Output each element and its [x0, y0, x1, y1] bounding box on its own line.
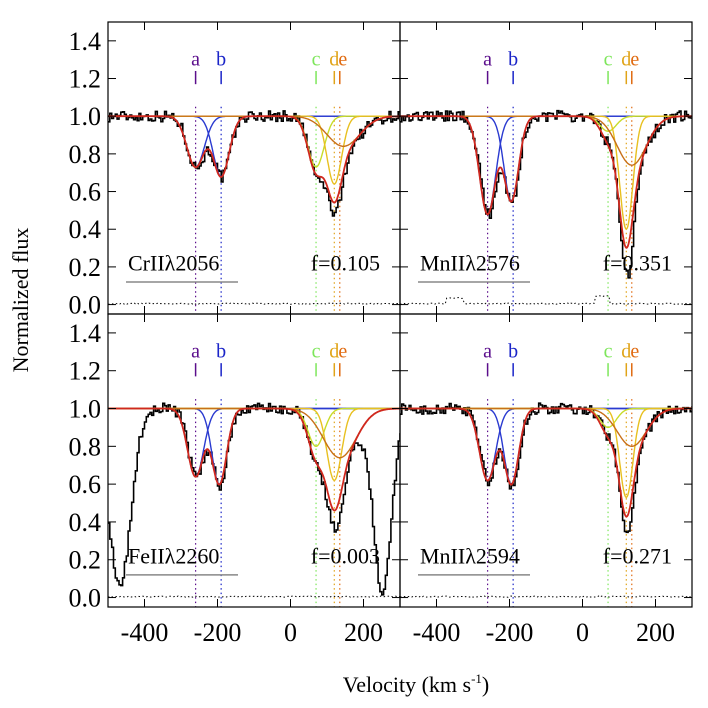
ion-label: MnIIλ2576 — [420, 251, 520, 276]
total-fit — [108, 115, 400, 204]
component-fit-a — [400, 407, 692, 482]
oscillator-strength-label: f=0.271 — [603, 544, 672, 569]
y-tick-label: 0.2 — [69, 546, 102, 575]
observed-spectrum — [108, 110, 400, 217]
panel-1: a b c d e 0.0 0.2 0.4 0.6 0.8 1.0 1.2 1.4 CrIIλ2056 f=… — [69, 21, 401, 320]
x-axis-label-text: Velocity (km s — [343, 672, 471, 697]
observed-spectrum — [400, 402, 692, 534]
y-tick-label: 0.4 — [69, 215, 102, 244]
y-tick-label: 1.2 — [69, 65, 102, 94]
component-label-c: c — [604, 340, 613, 362]
component-label-d: d — [329, 340, 339, 362]
component-label-c: c — [604, 48, 613, 70]
oscillator-strength-label: f=0.351 — [603, 251, 672, 276]
component-label-a: a — [191, 340, 200, 362]
component-label-b: b — [216, 340, 226, 362]
ion-label: MnIIλ2594 — [420, 544, 520, 569]
component-label-e: e — [630, 48, 639, 70]
ion-label: CrIIλ2056 — [128, 251, 219, 276]
x-axis-label-close: ) — [482, 672, 489, 697]
component-fit-d — [108, 115, 400, 185]
oscillator-strength-label: f=0.105 — [311, 251, 380, 276]
plot-area — [108, 399, 400, 607]
component-fit-d — [400, 407, 692, 499]
y-tick-label: 0.8 — [69, 432, 102, 461]
component-label-e: e — [338, 48, 347, 70]
y-tick-label: 1.0 — [69, 102, 102, 131]
component-label-b: b — [508, 340, 518, 362]
oscillator-strength-label: f=0.003 — [311, 544, 380, 569]
total-fit — [400, 407, 692, 518]
x-tick-label: 0 — [576, 618, 589, 647]
y-tick-label: 1.4 — [69, 319, 102, 348]
x-axis-label-superscript: -1 — [471, 671, 482, 686]
error-spectrum — [400, 294, 692, 305]
component-label-a: a — [483, 340, 492, 362]
plot-area — [108, 106, 400, 314]
component-fit-c — [108, 115, 400, 168]
x-tick-label: 200 — [636, 618, 675, 647]
panel-frame — [399, 313, 693, 608]
component-fit-a — [400, 115, 692, 216]
y-tick-label: 1.2 — [69, 357, 102, 386]
x-tick-label: -400 — [121, 618, 169, 647]
component-label-c: c — [312, 340, 321, 362]
component-fit-b — [108, 407, 400, 485]
error-spectrum — [400, 595, 692, 598]
y-tick-label: 0.0 — [69, 291, 102, 320]
y-tick-label: 0.6 — [69, 178, 102, 207]
component-fit-b — [108, 115, 400, 178]
y-tick-label: 0.8 — [69, 140, 102, 169]
x-tick-label: -200 — [486, 618, 534, 647]
component-label-d: d — [621, 48, 631, 70]
x-axis-label: Velocity (km s-1) — [343, 671, 490, 697]
x-tick-label: -400 — [413, 618, 461, 647]
component-label-a: a — [483, 48, 492, 70]
ion-label: FeIIλ2260 — [128, 544, 219, 569]
panel-3: a b c d e -400 -200 0 200 0.0 0.2 0.4 0.6 0.8 1.0 1.2 1.… — [69, 313, 401, 647]
component-fit-d — [108, 407, 400, 482]
error-spectrum — [108, 595, 400, 598]
x-tick-label: 0 — [284, 618, 297, 647]
total-fit — [108, 407, 400, 512]
y-axis-label: Normalized flux — [8, 228, 33, 373]
x-tick-label: -200 — [194, 618, 242, 647]
x-tick-label: 200 — [344, 618, 383, 647]
y-tick-label: 1.0 — [69, 395, 102, 424]
panel-4: a b c d e -400 -200 0 200 MnIIλ2594 f=0.271 — [399, 313, 693, 647]
y-tick-label: 0.4 — [69, 508, 102, 537]
y-tick-label: 0.6 — [69, 470, 102, 499]
observed-spectrum — [108, 402, 400, 596]
panel-2: a b c d e MnIIλ2576 f=0.351 — [399, 21, 693, 315]
y-tick-label: 0.0 — [69, 584, 102, 613]
component-fit-b — [400, 407, 692, 485]
component-fit-a — [108, 115, 400, 168]
component-label-d: d — [621, 340, 631, 362]
component-label-d: d — [329, 48, 339, 70]
component-fit-b — [400, 115, 692, 202]
y-tick-label: 0.2 — [69, 253, 102, 282]
component-label-b: b — [508, 48, 518, 70]
component-fit-d — [400, 115, 692, 231]
component-label-b: b — [216, 48, 226, 70]
plot-area — [400, 399, 692, 607]
error-spectrum — [108, 302, 400, 305]
component-label-c: c — [312, 48, 321, 70]
y-tick-label: 1.4 — [69, 27, 102, 56]
component-label-a: a — [191, 48, 200, 70]
component-label-e: e — [338, 340, 347, 362]
component-label-e: e — [630, 340, 639, 362]
plot-area — [400, 106, 692, 314]
total-fit — [400, 115, 692, 249]
